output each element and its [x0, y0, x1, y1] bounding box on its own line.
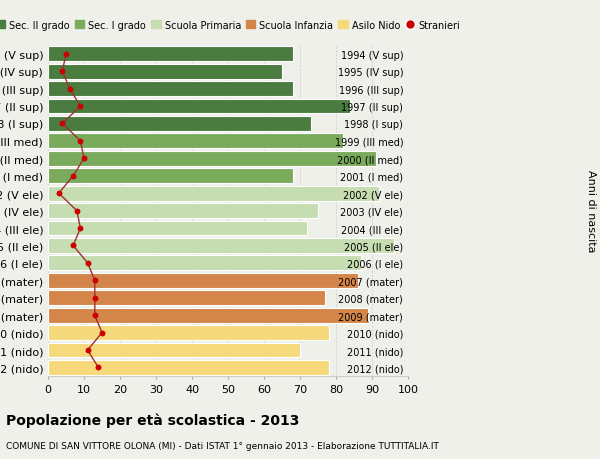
Point	[83, 347, 92, 354]
Bar	[48, 134, 343, 149]
Point	[54, 190, 64, 197]
Bar	[48, 169, 293, 184]
Point	[90, 277, 100, 285]
Bar	[48, 204, 318, 218]
Bar	[48, 273, 358, 288]
Legend: Sec. II grado, Sec. I grado, Scuola Primaria, Scuola Infanzia, Asilo Nido, Stran: Sec. II grado, Sec. I grado, Scuola Prim…	[0, 17, 464, 34]
Bar	[48, 221, 307, 236]
Point	[97, 329, 107, 336]
Point	[68, 173, 78, 180]
Bar	[48, 360, 329, 375]
Bar	[48, 117, 311, 132]
Bar	[48, 100, 350, 114]
Point	[72, 207, 82, 215]
Bar	[48, 256, 361, 271]
Bar	[48, 239, 394, 253]
Point	[90, 294, 100, 302]
Bar	[48, 82, 293, 97]
Text: Anni di nascita: Anni di nascita	[586, 170, 596, 252]
Text: COMUNE DI SAN VITTORE OLONA (MI) - Dati ISTAT 1° gennaio 2013 - Elaborazione TUT: COMUNE DI SAN VITTORE OLONA (MI) - Dati …	[6, 441, 439, 450]
Bar	[48, 186, 379, 201]
Point	[65, 86, 74, 93]
Point	[90, 312, 100, 319]
Point	[94, 364, 103, 371]
Point	[76, 103, 85, 111]
Point	[68, 242, 78, 250]
Point	[79, 155, 89, 162]
Text: Popolazione per età scolastica - 2013: Popolazione per età scolastica - 2013	[6, 413, 299, 428]
Point	[58, 121, 67, 128]
Point	[76, 225, 85, 232]
Point	[61, 51, 71, 58]
Bar	[48, 343, 300, 358]
Bar	[48, 151, 376, 166]
Point	[83, 260, 92, 267]
Point	[76, 138, 85, 145]
Bar	[48, 325, 329, 340]
Bar	[48, 47, 293, 62]
Bar	[48, 291, 325, 306]
Bar	[48, 65, 282, 79]
Point	[58, 68, 67, 76]
Bar	[48, 308, 368, 323]
